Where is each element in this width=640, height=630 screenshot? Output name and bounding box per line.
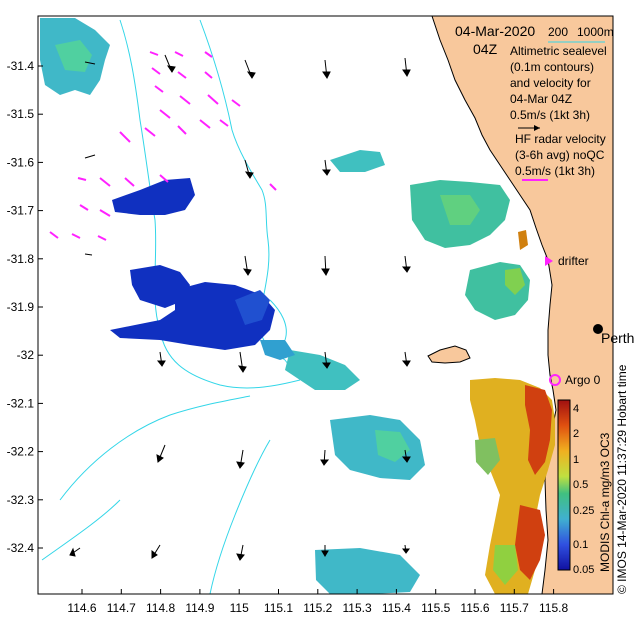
- x-tick-label: 115.6: [460, 601, 489, 615]
- svg-text:0.1: 0.1: [573, 539, 588, 551]
- y-tick-label: -32.4: [7, 541, 35, 555]
- bathymetry-label-1000: 1000m: [577, 25, 614, 39]
- y-tick-label: -32.1: [7, 396, 35, 410]
- svg-text:drifter: drifter: [558, 254, 589, 268]
- y-tick-label: -31.9: [7, 300, 35, 314]
- x-tick-label: 115.1: [264, 601, 293, 615]
- svg-text:(3-6h avg) noQC: (3-6h avg) noQC: [515, 148, 605, 162]
- altimetry-legend: Altimetric sealevel (0.1m contours) and …: [510, 44, 607, 131]
- x-axis: 114.6 114.7 114.8 114.9 115 115.1 115.2 115.3 11…: [67, 589, 568, 615]
- argo-marker: Argo 0: [549, 373, 601, 387]
- map-date: 04-Mar-2020: [455, 23, 535, 39]
- colorbar: 4 2 1 0.5 0.25 0.1 0.05: [557, 399, 594, 576]
- svg-text:0.05: 0.05: [573, 564, 594, 576]
- svg-text:HF radar velocity: HF radar velocity: [515, 132, 606, 146]
- y-tick-label: -31.8: [7, 252, 35, 266]
- x-tick-label: 115.2: [303, 601, 332, 615]
- credit-text: © IMOS 14-Mar-2020 11:37:29 Hobart time: [615, 364, 629, 594]
- svg-text:Perth: Perth: [601, 330, 634, 346]
- map-time: 04Z: [473, 41, 498, 57]
- y-tick-label: -32.3: [7, 493, 35, 507]
- hf-legend: HF radar velocity (3-6h avg) noQC 0.5m/s…: [515, 132, 606, 181]
- svg-text:and velocity for: and velocity for: [510, 76, 591, 90]
- x-tick-label: 115.3: [343, 601, 372, 615]
- x-tick-label: 115.8: [539, 601, 568, 615]
- svg-text:0.5: 0.5: [573, 479, 588, 491]
- y-tick-label: -31.6: [7, 155, 35, 169]
- svg-text:0.5m/s (1kt 3h): 0.5m/s (1kt 3h): [510, 108, 590, 122]
- altimetric-arrows: [69, 54, 411, 561]
- plot-frame: [37, 15, 614, 595]
- y-axis: -31.4 -31.5 -31.6 -31.7 -31.8 -31.9 -32 -32.1 -3…: [7, 59, 43, 555]
- x-tick-label: 115.4: [382, 601, 411, 615]
- svg-text:Altimetric sealevel: Altimetric sealevel: [510, 44, 607, 58]
- y-tick-label: -32: [17, 348, 35, 362]
- x-tick-label: 114.9: [185, 601, 214, 615]
- svg-text:4: 4: [573, 403, 579, 415]
- x-tick-label: 115.7: [500, 601, 529, 615]
- svg-text:04-Mar 04Z: 04-Mar 04Z: [510, 92, 572, 106]
- svg-text:Argo 0: Argo 0: [565, 373, 601, 387]
- svg-text:0.25: 0.25: [573, 505, 594, 517]
- x-tick-label: 114.8: [146, 601, 175, 615]
- y-tick-label: -31.7: [7, 204, 35, 218]
- drifter-marker: drifter: [545, 254, 589, 268]
- perth-marker: Perth: [593, 324, 634, 346]
- colorbar-caption: MODIS Chl-a mg/m3 OC3: [598, 432, 612, 572]
- y-tick-label: -32.2: [7, 445, 35, 459]
- svg-text:(0.1m contours): (0.1m contours): [510, 60, 594, 74]
- x-tick-label: 114.6: [67, 601, 96, 615]
- svg-text:2: 2: [573, 428, 579, 440]
- hf-radar-arrows: [49, 51, 277, 241]
- chlorophyll-patches: [40, 18, 555, 594]
- x-tick-label: 114.7: [107, 601, 136, 615]
- svg-text:1: 1: [573, 454, 579, 466]
- y-tick-label: -31.4: [7, 59, 35, 73]
- svg-text:0.5m/s (1kt 3h): 0.5m/s (1kt 3h): [515, 164, 595, 178]
- y-tick-label: -31.5: [7, 107, 35, 121]
- x-tick-label: 115.5: [421, 601, 450, 615]
- x-tick-label: 115: [230, 601, 249, 615]
- rottnest-island: [427, 345, 471, 364]
- bathymetry-label-200: 200: [548, 25, 568, 39]
